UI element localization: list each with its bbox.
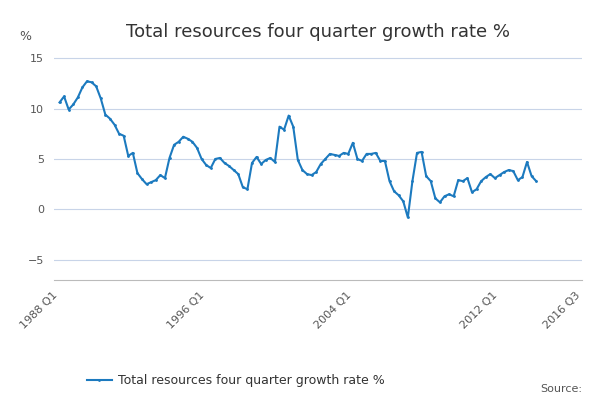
Text: Source:: Source: [540,384,582,394]
Total resources four quarter growth rate % [404,215,412,220]
Total resources four quarter growth rate % [61,94,68,99]
Total resources four quarter growth rate % [267,156,274,160]
Text: %: % [20,30,32,43]
Line: Total resources four quarter growth rate %: Total resources four quarter growth rate… [58,80,538,219]
Total resources four quarter growth rate % [244,187,251,192]
Total resources four quarter growth rate % [56,100,63,105]
Total resources four quarter growth rate % [83,79,91,84]
Total resources four quarter growth rate % [409,179,416,184]
Total resources four quarter growth rate % [533,179,540,184]
Total resources four quarter growth rate % [125,154,132,158]
Total resources four quarter growth rate % [413,150,421,155]
Legend: Total resources four quarter growth rate %: Total resources four quarter growth rate… [86,374,385,388]
Title: Total resources four quarter growth rate %: Total resources four quarter growth rate… [126,23,510,41]
